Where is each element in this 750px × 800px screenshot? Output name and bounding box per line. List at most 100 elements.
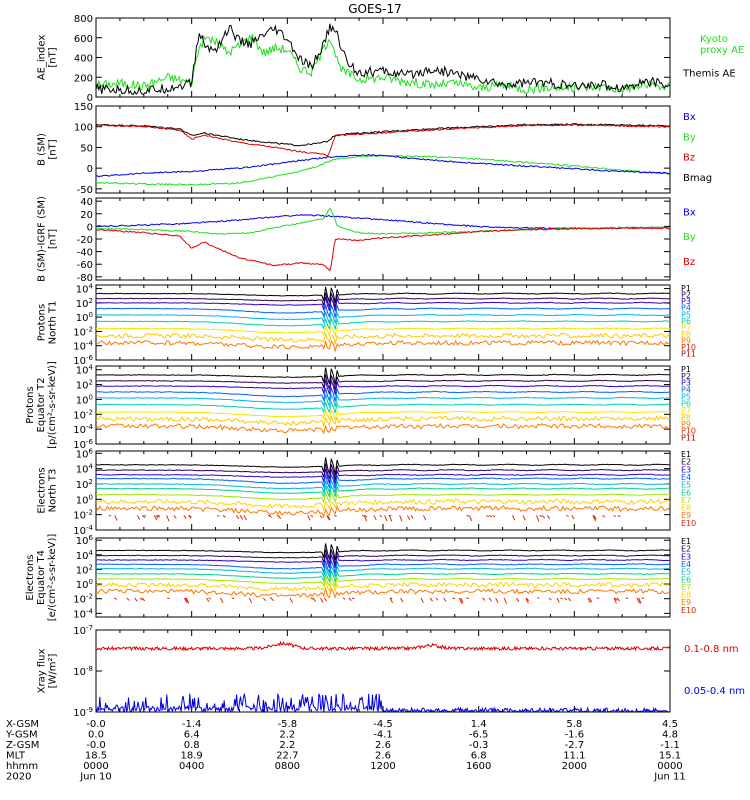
channel-label: P7	[681, 406, 691, 415]
channel-p7	[96, 324, 670, 338]
y-axis-label: ProtonsEquator T2[p/(cm²-s-sr-keV)]	[25, 361, 58, 449]
channel-spike	[602, 515, 606, 518]
channel-p4	[96, 386, 670, 403]
x-row-label: 2020	[6, 772, 31, 783]
tick-label: 100	[76, 393, 93, 406]
channel-spike	[166, 515, 170, 522]
x-tick-label: 2.6	[375, 740, 391, 751]
tick-label: 102	[76, 297, 93, 310]
channel-spike	[334, 514, 337, 517]
y-axis-label: B (SM)-IGRF (SM)[nT]	[37, 196, 59, 282]
legend-entry: Bx	[683, 112, 696, 123]
channel-label: E10	[681, 606, 696, 615]
channel-label: E3	[681, 465, 691, 474]
tick-label: 100	[76, 578, 93, 591]
tick-label: 10-4	[73, 423, 93, 436]
x-tick-label: 4.8	[662, 730, 678, 741]
channel-spike	[231, 597, 235, 600]
channel-spike	[429, 597, 433, 602]
channel-spike	[588, 597, 593, 603]
channel-spike	[139, 597, 143, 601]
channel-label: P11	[681, 350, 696, 359]
channel-label: E1	[681, 450, 691, 459]
x-tick-label: -1.4	[182, 719, 202, 730]
channel-label: E8	[681, 591, 691, 600]
channel-spike	[108, 514, 112, 517]
x-tick-label: 1200	[370, 761, 395, 772]
series-bx	[96, 213, 670, 230]
channel-spike	[289, 597, 293, 603]
channel-e5	[96, 564, 670, 579]
legend-entry: By	[683, 132, 696, 143]
channel-spike	[525, 597, 530, 602]
x-tick-label: -4.5	[373, 719, 393, 730]
plot-area	[96, 640, 670, 712]
channel-p1	[96, 367, 670, 385]
x-tick-label: -1.6	[565, 730, 585, 741]
channel-spike	[617, 514, 621, 518]
channel-label: P9	[681, 337, 691, 346]
channel-spike	[489, 515, 493, 518]
channel-spike	[422, 515, 427, 521]
channel-e4	[96, 473, 670, 490]
channel-e9	[96, 504, 670, 519]
panel-frame	[95, 537, 671, 618]
channel-spike	[220, 597, 224, 604]
channel-spike	[222, 515, 226, 518]
channel-spike	[206, 597, 210, 602]
tick-label: 10-2	[73, 408, 93, 421]
channel-p4	[96, 303, 670, 319]
channel-label: P10	[681, 343, 696, 352]
legend: Bx By Bz	[683, 207, 696, 268]
channel-e3	[96, 468, 670, 485]
x-tick-label: 2000	[562, 761, 587, 772]
channel-e1	[96, 457, 670, 476]
x-tick-label: 0800	[275, 761, 300, 772]
tick-label: 100	[74, 123, 93, 134]
channel-spike	[636, 597, 640, 604]
channel-e2	[96, 463, 670, 480]
channel-spike	[126, 597, 130, 601]
channel-spike	[136, 515, 141, 520]
tick-label: 400	[74, 54, 93, 65]
channel-label: P2	[681, 291, 691, 300]
tick-label: 100	[76, 493, 93, 506]
tick-label: -40	[77, 248, 93, 259]
y-axis-label: B (SM)[nT]	[37, 133, 59, 166]
channel-p9	[96, 423, 670, 435]
channel-spike	[616, 597, 620, 602]
channel-p6	[96, 400, 670, 414]
x-row-label: hhmm	[6, 761, 38, 772]
y-axis-label: ProtonsNorth T1	[37, 301, 59, 345]
tick-label: 150	[74, 102, 93, 113]
channel-spike	[319, 515, 323, 519]
channel-spike	[522, 515, 526, 521]
channel-spike	[458, 597, 463, 604]
tick-label: 0	[87, 164, 93, 175]
channel-spike	[410, 515, 414, 519]
series-xray-0	[96, 640, 670, 652]
legend-entry: Bx	[683, 207, 696, 218]
tick-label: 10-2	[73, 593, 93, 606]
channel-spike	[141, 597, 146, 602]
channel-spike	[566, 514, 569, 517]
channel-label: E1	[681, 537, 691, 546]
tick-label: -60	[77, 260, 93, 271]
x-tick-label: 1.4	[471, 719, 487, 730]
tick-label: 104	[76, 364, 94, 377]
x-row-label: X-GSM	[6, 719, 39, 730]
tick-label: 0	[87, 93, 93, 104]
channel-spike	[310, 597, 314, 600]
channel-label: P4	[681, 386, 691, 395]
x-tick-label: -2.7	[565, 740, 585, 751]
legend-entry: Themis AE	[682, 68, 736, 79]
channel-spike	[188, 515, 192, 519]
channel-spike	[239, 515, 244, 520]
channel-spike	[488, 597, 493, 602]
